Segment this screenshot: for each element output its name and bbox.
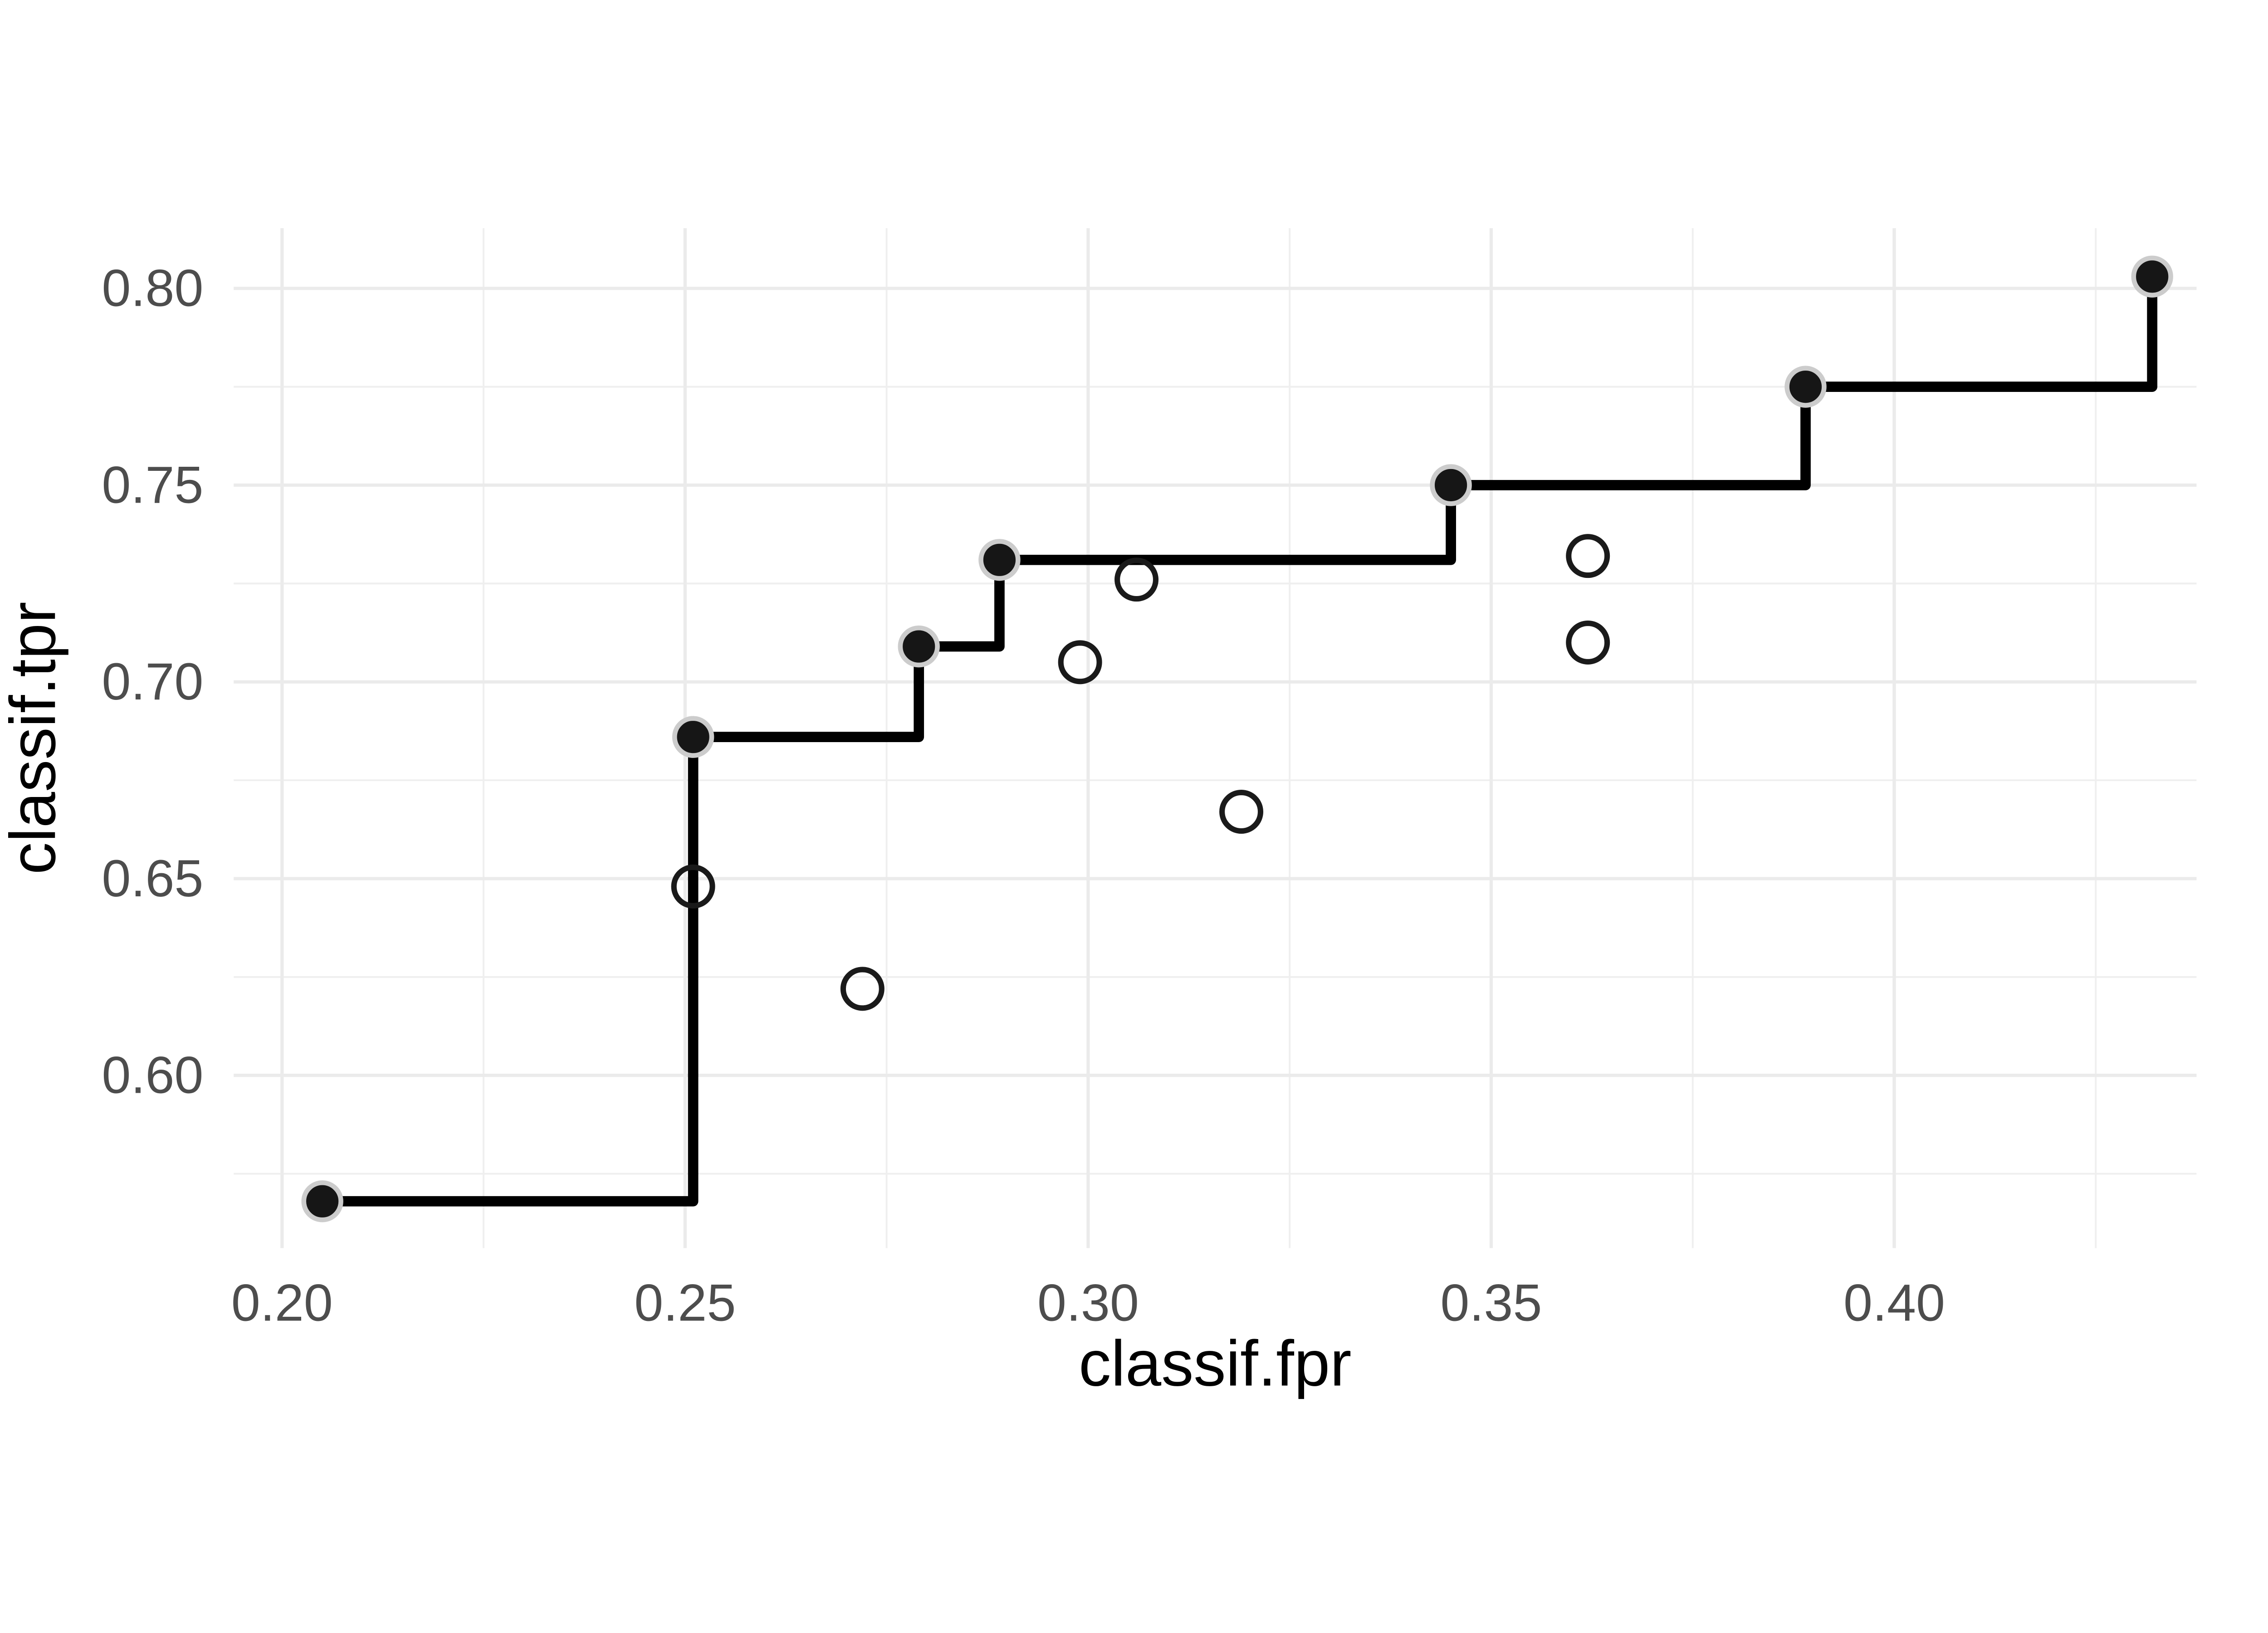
x-tick-label: 0.35 bbox=[1440, 1274, 1542, 1332]
y-tick-label: 0.75 bbox=[102, 456, 203, 514]
y-tick-label: 0.80 bbox=[102, 259, 203, 318]
plot-background bbox=[0, 198, 2268, 1435]
tick-labels-layer: 0.20 0.25 0.30 0.35 0.40 0.80 0.75 0.70 0.65 0.60 bbox=[102, 259, 1945, 1332]
data-points-layer bbox=[301, 255, 2173, 1222]
dominated-point bbox=[1058, 640, 1102, 684]
dominated-point bbox=[671, 864, 715, 909]
y-tick-label: 0.65 bbox=[102, 850, 203, 908]
dominated-point bbox=[840, 967, 885, 1011]
pareto-front-point bbox=[1430, 464, 1472, 506]
dominated-point bbox=[1219, 790, 1264, 834]
dominated-point bbox=[1566, 620, 1610, 665]
pareto-front-point bbox=[1784, 366, 1827, 408]
pareto-front-point bbox=[672, 716, 714, 758]
y-axis-title: classif.tpr bbox=[0, 602, 69, 875]
x-axis-title: classif.fpr bbox=[1079, 1328, 1351, 1400]
grid-major-layer bbox=[234, 228, 2197, 1248]
x-tick-label: 0.30 bbox=[1037, 1274, 1139, 1332]
y-tick-label: 0.70 bbox=[102, 653, 203, 711]
x-tick-label: 0.20 bbox=[231, 1274, 333, 1332]
dominated-point bbox=[1566, 534, 1610, 578]
pareto-front-point bbox=[978, 539, 1021, 581]
pareto-front-point bbox=[898, 625, 940, 668]
pareto-front-point bbox=[2131, 255, 2173, 298]
x-tick-label: 0.40 bbox=[1843, 1274, 1945, 1332]
x-tick-label: 0.25 bbox=[634, 1274, 736, 1332]
pareto-front-point bbox=[301, 1180, 343, 1222]
dominated-point bbox=[1114, 557, 1159, 602]
y-tick-label: 0.60 bbox=[102, 1046, 203, 1105]
